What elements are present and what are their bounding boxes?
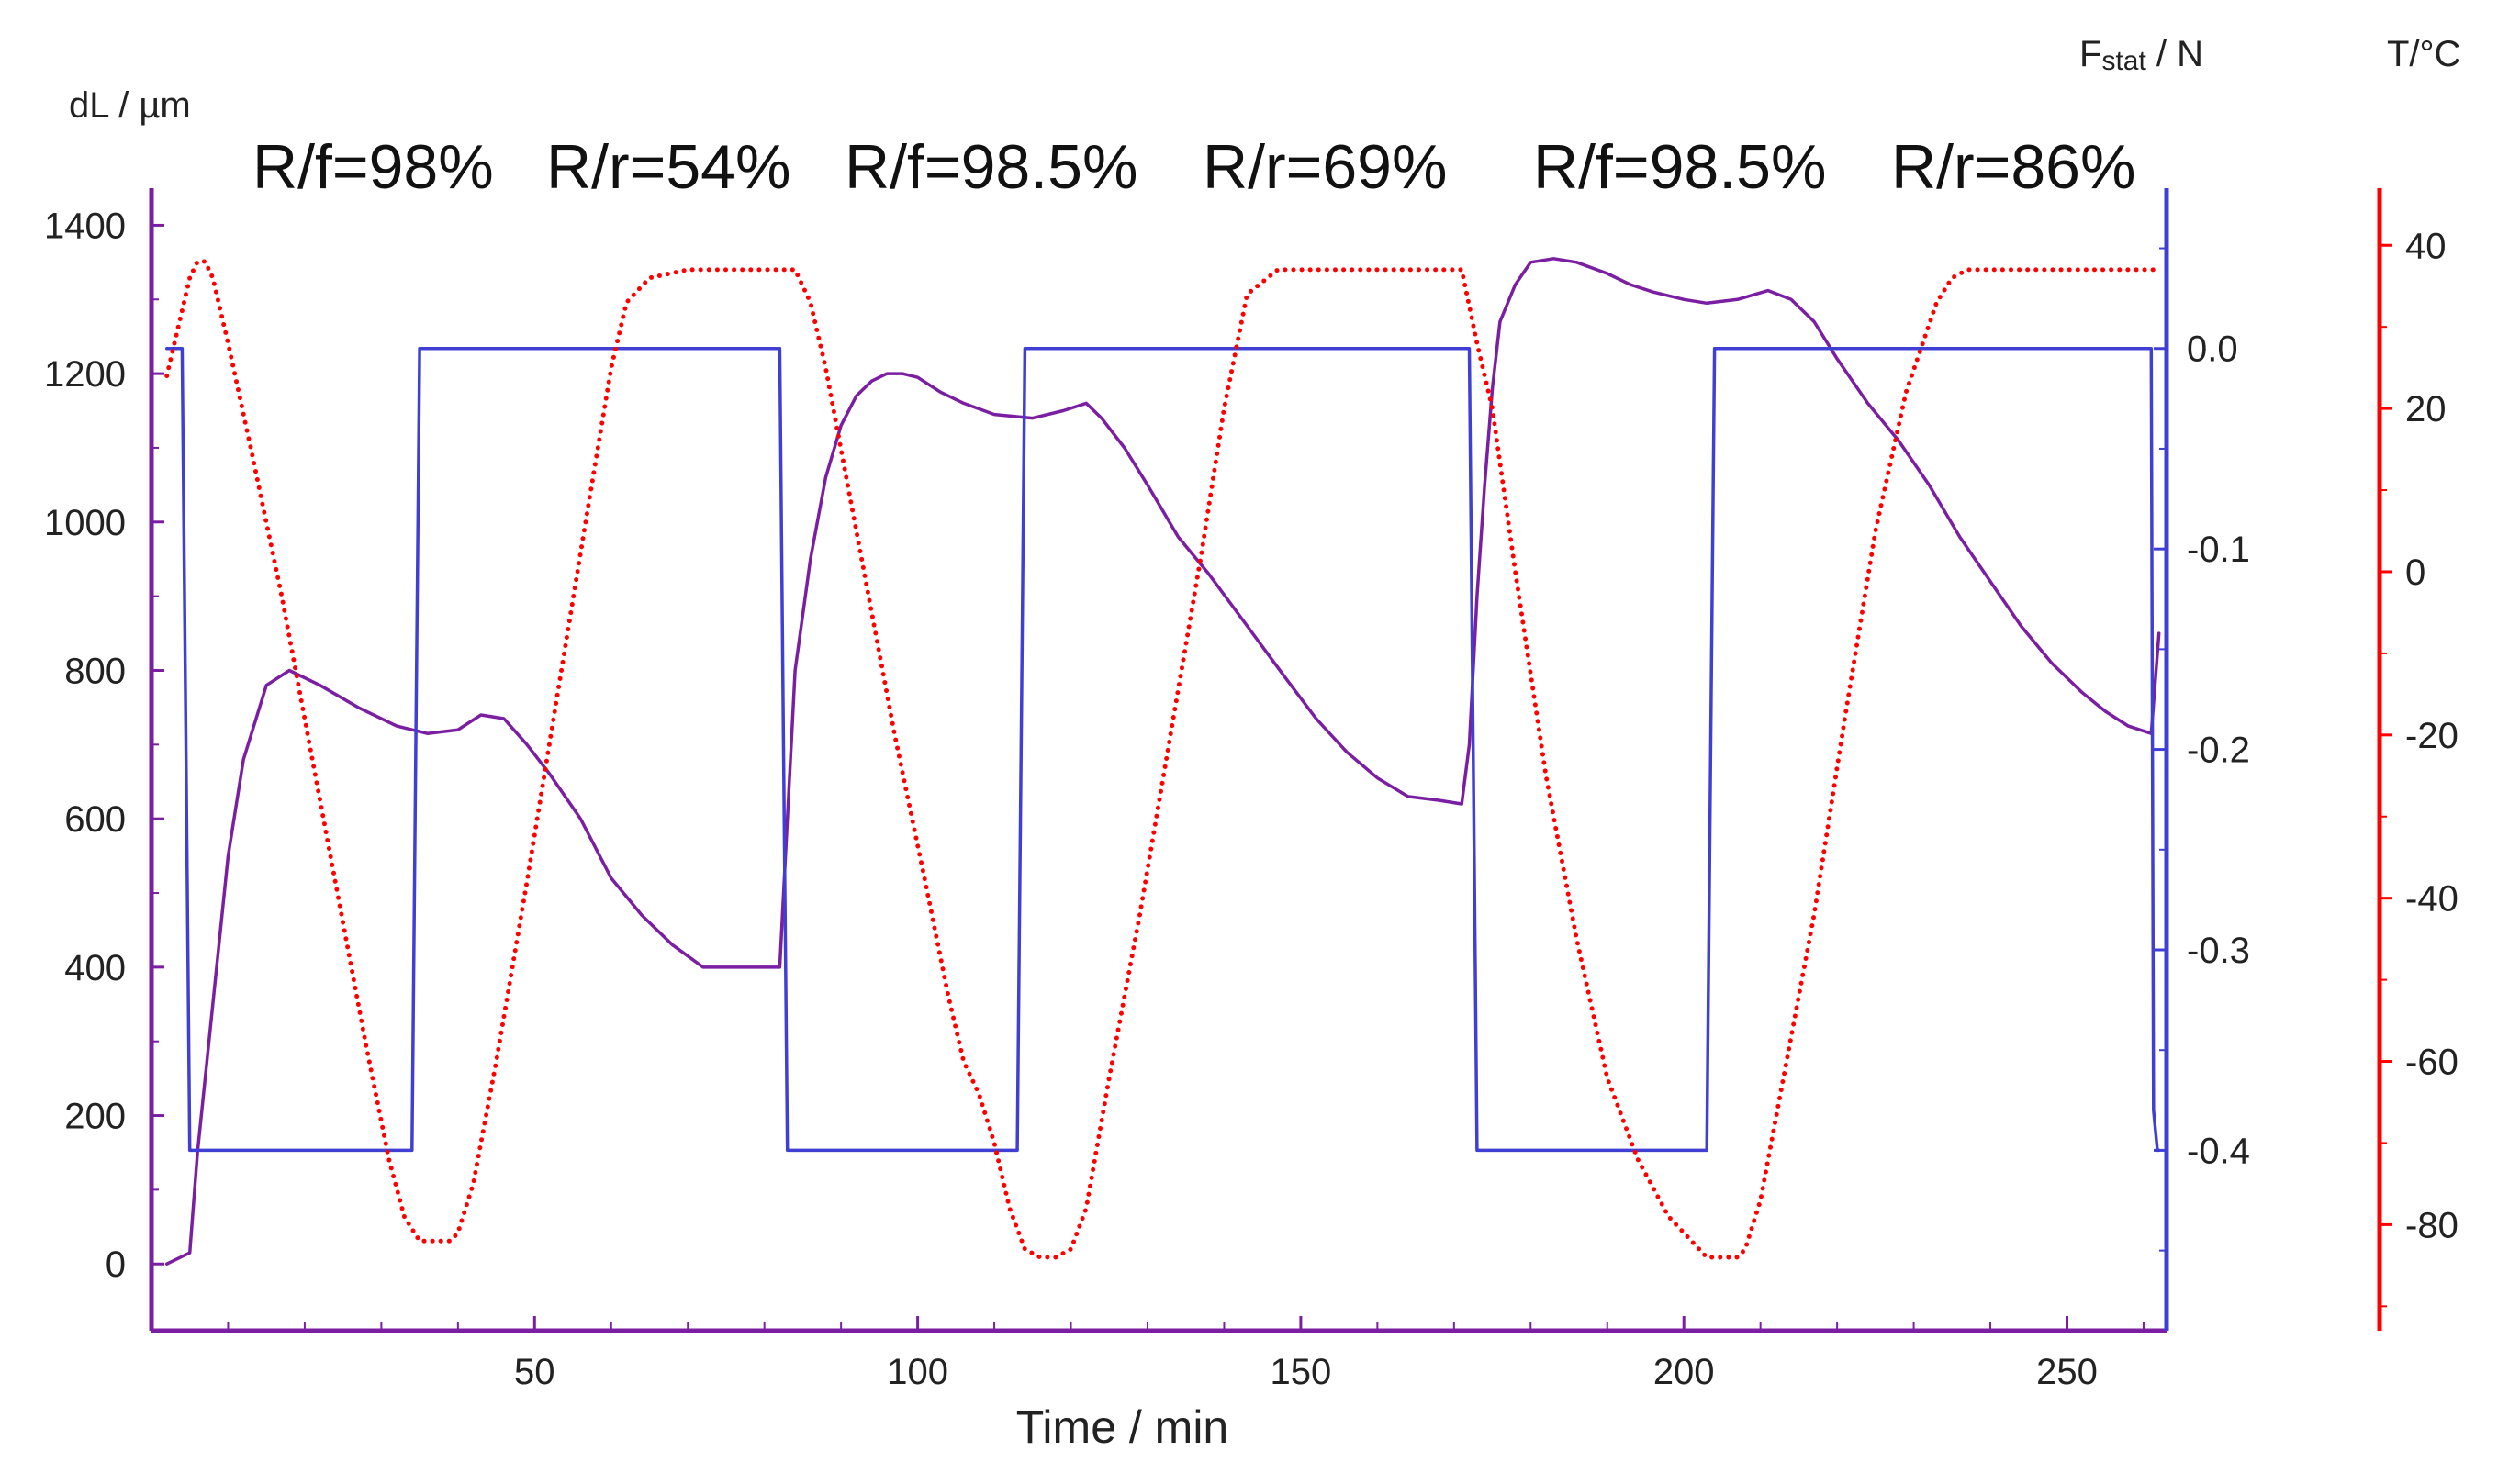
y-tick-label-dl: 1400 [44,206,126,246]
series-line-f-stat [164,346,2161,1153]
series-line-dl [164,257,2161,1266]
y-tick-label-dl: 0 [106,1244,126,1285]
y-tick-label-fstat: -0.2 [2187,731,2250,771]
y-tick-label-temperature: -60 [2405,1043,2459,1083]
annotation-ratio: R/f=98.5% [845,132,1137,202]
y-tick-label-temperature: -40 [2405,879,2459,920]
y-tick-label-temperature: -20 [2405,716,2459,756]
y-tick-label-dl: 1000 [44,503,126,543]
annotation-ratio: R/r=54% [546,132,790,202]
y-tick-label-fstat: 0.0 [2187,329,2238,370]
y-tick-label-temperature: -80 [2405,1205,2459,1245]
annotation-ratio: R/r=69% [1203,132,1447,202]
y-tick-label-dl: 800 [64,651,126,691]
x-axis-title: Time / min [1016,1401,1229,1453]
y-axis-title-dl: dL / µm [69,85,191,126]
y-tick-label-dl: 600 [64,799,126,840]
y-tick-label-dl: 200 [64,1097,126,1137]
y-tick-label-temperature: 40 [2405,226,2447,266]
x-tick-label: 200 [1653,1352,1715,1392]
y-tick-label-fstat: -0.1 [2187,530,2250,570]
annotation-ratio: R/r=86% [1891,132,2135,202]
y-axis-title-temperature: T/°C [2387,34,2460,74]
x-tick-label: 150 [1271,1352,1332,1392]
y-tick-label-fstat: -0.3 [2187,931,2250,971]
y-axis-title-fstat: Fstat / N [2079,34,2203,76]
y-tick-label-dl: 1200 [44,354,126,395]
plot-marks [164,257,2162,1266]
axes [149,188,2392,1333]
x-tick-label: 100 [887,1352,948,1392]
x-tick-label: 250 [2036,1352,2098,1392]
annotation-ratio: R/f=98% [252,132,494,202]
x-tick-label: 50 [514,1352,555,1392]
y-tick-label-dl: 400 [64,948,126,988]
y-tick-label-fstat: -0.4 [2187,1131,2250,1171]
annotation-ratio: R/f=98.5% [1533,132,1826,202]
y-tick-label-temperature: 0 [2405,552,2425,593]
series-line-t [164,259,2162,1260]
y-tick-label-temperature: 20 [2405,389,2447,430]
